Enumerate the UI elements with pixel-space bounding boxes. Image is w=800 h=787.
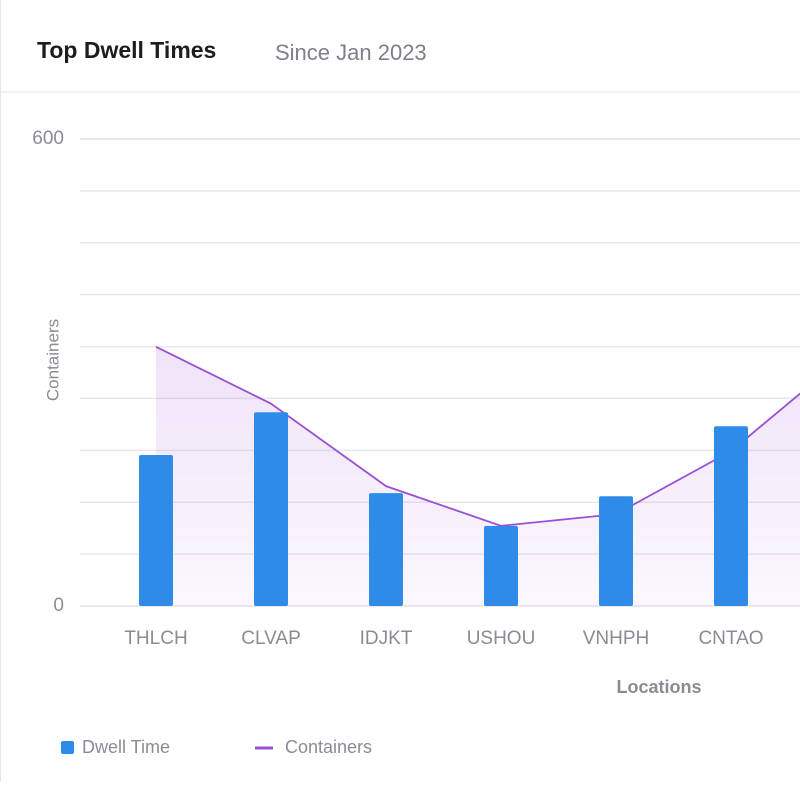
y-tick-label: 0	[53, 595, 64, 616]
bar	[714, 426, 748, 606]
x-tick-label: VNHPH	[583, 628, 650, 649]
bar	[254, 412, 288, 606]
y-axis-label: Containers	[43, 319, 62, 401]
x-axis-label: Locations	[616, 677, 701, 697]
title: Top Dwell Times	[37, 37, 216, 63]
x-tick-label: CNTAO	[698, 628, 763, 649]
bar	[139, 455, 173, 606]
x-tick-label: IDJKT	[360, 628, 413, 649]
bar	[484, 525, 518, 606]
x-tick-label: THLCH	[124, 628, 187, 649]
bar	[599, 496, 633, 606]
legend-label: Dwell Time	[82, 737, 170, 757]
legend-swatch	[61, 741, 74, 754]
y-tick-label: 600	[32, 128, 64, 149]
subtitle: Since Jan 2023	[275, 40, 427, 65]
x-tick-label: USHOU	[467, 628, 536, 649]
area-fill	[156, 346, 800, 606]
x-tick-label: CLVAP	[241, 628, 301, 649]
legend-label: Containers	[285, 737, 372, 757]
bar	[369, 493, 403, 606]
